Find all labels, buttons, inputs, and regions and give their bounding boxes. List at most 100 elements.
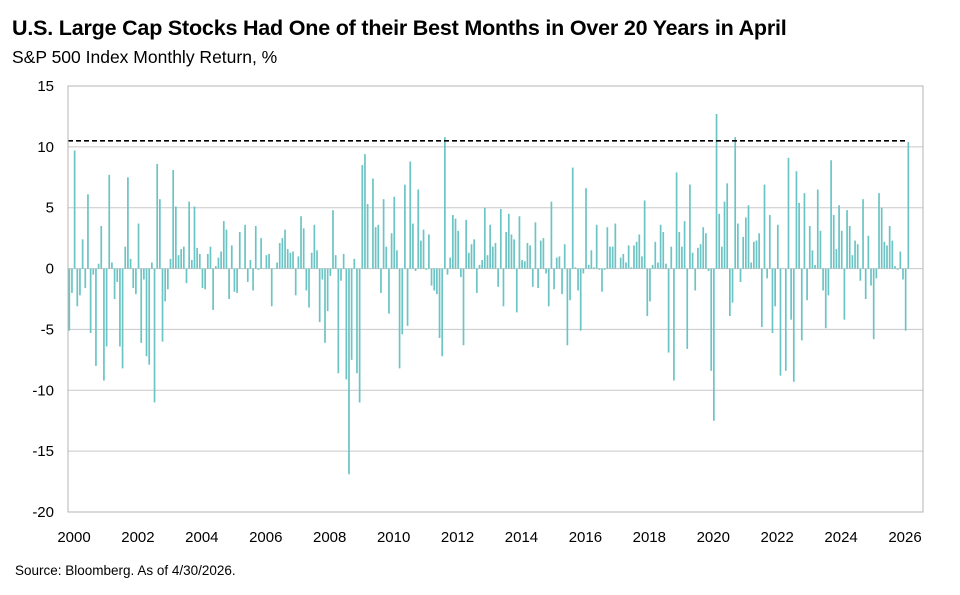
bar — [787, 157, 790, 269]
bar — [321, 268, 324, 280]
bar — [214, 266, 217, 269]
bar — [305, 268, 308, 291]
bar — [473, 239, 476, 269]
bar — [398, 268, 401, 369]
bar — [638, 234, 641, 269]
x-tick-label: 2008 — [313, 529, 346, 546]
bar — [851, 255, 854, 269]
bar — [494, 243, 497, 269]
plot-frame — [67, 85, 924, 513]
bar — [364, 154, 366, 269]
bar — [691, 252, 694, 269]
bar — [198, 253, 201, 269]
bar — [707, 268, 710, 271]
gridlines — [68, 146, 923, 452]
bar — [393, 196, 396, 269]
bar — [571, 167, 574, 269]
bar — [619, 257, 622, 269]
bar — [848, 225, 851, 269]
bar — [752, 241, 755, 269]
bar — [718, 213, 721, 269]
bar — [177, 255, 180, 269]
bar — [417, 189, 420, 269]
bar — [135, 268, 137, 295]
bar — [518, 216, 521, 269]
bar — [406, 268, 409, 326]
bar — [132, 268, 135, 289]
bar — [470, 244, 473, 269]
bar — [537, 268, 539, 289]
bar — [377, 224, 380, 269]
bar — [553, 268, 555, 290]
bar — [348, 268, 350, 475]
y-tick-label: 0 — [46, 261, 54, 278]
bar — [436, 268, 438, 295]
y-tick-label: 10 — [37, 139, 54, 156]
bar — [547, 268, 550, 307]
bar — [886, 245, 888, 269]
bar — [358, 268, 361, 403]
bar — [249, 260, 252, 269]
bar — [425, 268, 428, 270]
bar — [755, 240, 758, 269]
bar — [345, 268, 348, 380]
bar — [337, 268, 340, 374]
bar — [758, 233, 761, 269]
bar — [353, 258, 356, 269]
bar — [332, 210, 334, 269]
bar — [153, 268, 156, 403]
bar — [633, 245, 635, 269]
bar — [233, 268, 236, 292]
bar — [87, 194, 89, 269]
bar — [654, 241, 657, 269]
bar — [750, 262, 753, 269]
bar — [95, 268, 97, 366]
bar — [574, 267, 577, 269]
y-tick-label: -20 — [32, 504, 54, 521]
bar — [723, 201, 726, 269]
bar — [454, 218, 457, 269]
bar — [798, 202, 800, 269]
bar — [129, 258, 132, 269]
bar — [606, 227, 609, 269]
bar — [697, 247, 699, 269]
bar — [729, 268, 731, 317]
bar — [622, 253, 625, 269]
bar — [182, 246, 185, 269]
x-tick-label: 2002 — [121, 529, 154, 546]
bar — [265, 255, 268, 269]
bar — [212, 268, 214, 310]
bar — [121, 268, 124, 369]
bar — [324, 268, 326, 343]
bar — [662, 232, 665, 269]
bar — [71, 268, 73, 293]
y-tick-label: -10 — [32, 382, 54, 399]
bar — [739, 268, 742, 282]
bar — [438, 268, 441, 338]
bar — [268, 253, 270, 269]
bar — [81, 239, 84, 269]
bar — [430, 268, 433, 286]
bar — [444, 137, 446, 269]
bar — [521, 260, 523, 269]
bar — [827, 268, 830, 296]
bar — [475, 268, 478, 293]
bar — [276, 262, 278, 269]
bar — [513, 239, 515, 269]
bar — [201, 268, 204, 289]
bar — [185, 268, 188, 284]
bar — [116, 268, 119, 282]
bar — [534, 222, 537, 269]
bar — [808, 225, 811, 269]
bar — [188, 201, 191, 269]
x-tick-label: 2026 — [888, 529, 921, 546]
bar — [350, 268, 353, 360]
bar — [819, 230, 822, 269]
bar — [167, 268, 169, 290]
bar — [140, 268, 143, 343]
bar — [625, 262, 627, 269]
bar — [502, 268, 505, 307]
bar — [790, 268, 792, 320]
bar — [811, 250, 814, 269]
bar — [577, 268, 579, 291]
